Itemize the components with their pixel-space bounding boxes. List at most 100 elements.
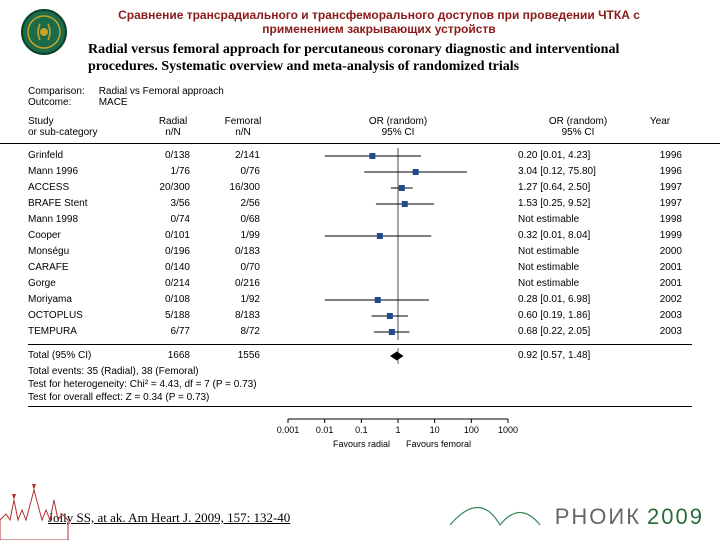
or-text: 0.68 [0.22, 2.05] xyxy=(518,326,638,337)
femoral-value: 0/183 xyxy=(208,246,278,257)
femoral-value: 8/72 xyxy=(208,326,278,337)
femoral-value: 0/76 xyxy=(208,166,278,177)
total-row: Total (95% CI) 1668 1556 0.92 [0.57, 1.4… xyxy=(0,347,720,365)
total-diamond xyxy=(278,348,518,364)
year-value: 1998 xyxy=(638,214,682,225)
forest-marker xyxy=(278,212,518,228)
total-events: Total events: 35 (Radial), 38 (Femoral) xyxy=(28,365,692,378)
or-text: Not estimable xyxy=(518,278,638,289)
col-radial: Radialn/N xyxy=(138,116,208,139)
study-name: BRAFE Stent xyxy=(28,198,138,209)
year-value: 1996 xyxy=(638,150,682,161)
outcome-value: MACE xyxy=(99,97,224,108)
radial-value: 0/140 xyxy=(138,262,208,273)
svg-text:1: 1 xyxy=(395,425,400,435)
total-label: Total (95% CI) xyxy=(28,350,138,361)
year-value: 1999 xyxy=(638,230,682,241)
study-name: Mann 1998 xyxy=(28,214,138,225)
study-name: Moriyama xyxy=(28,294,138,305)
femoral-value: 0/70 xyxy=(208,262,278,273)
col-or-plot: OR (random)95% CI xyxy=(278,116,518,139)
radial-value: 3/56 xyxy=(138,198,208,209)
year-value: 2003 xyxy=(638,310,682,321)
comparison-meta: Comparison: Outcome: Radial vs Femoral a… xyxy=(0,80,720,110)
comparison-label: Comparison: xyxy=(28,86,85,97)
or-text: 0.28 [0.01, 6.98] xyxy=(518,294,638,305)
total-or-text: 0.92 [0.57, 1.48] xyxy=(518,350,638,361)
year-value: 1997 xyxy=(638,182,682,193)
or-text: 1.27 [0.64, 2.50] xyxy=(518,182,638,193)
or-text: 0.60 [0.19, 1.86] xyxy=(518,310,638,321)
or-text: 0.32 [0.01, 8.04] xyxy=(518,230,638,241)
study-name: Mann 1996 xyxy=(28,166,138,177)
comparison-value: Radial vs Femoral approach xyxy=(99,86,224,97)
table-row: BRAFE Stent3/562/561.53 [0.25, 9.52]1997 xyxy=(28,196,692,212)
study-name: Grinfeld xyxy=(28,150,138,161)
forest-axis: 0.0010.010.11101001000Favours radialFavo… xyxy=(0,413,720,458)
footer-branding: РНОИК 2009 xyxy=(555,504,704,530)
overall-effect-test: Test for overall effect: Z = 0.34 (P = 0… xyxy=(28,391,692,404)
forest-rows: Grinfeld0/1382/141 0.20 [0.01, 4.23]1996 M… xyxy=(0,144,720,340)
outcome-label: Outcome: xyxy=(28,97,85,108)
table-row: Gorge0/2140/216 Not estimable2001 xyxy=(28,276,692,292)
radial-value: 0/214 xyxy=(138,278,208,289)
radial-value: 5/188 xyxy=(138,310,208,321)
or-text: 0.20 [0.01, 4.23] xyxy=(518,150,638,161)
forest-marker xyxy=(278,228,518,244)
femoral-value: 0/216 xyxy=(208,278,278,289)
study-name: Gorge xyxy=(28,278,138,289)
year-value: 2003 xyxy=(638,326,682,337)
year-value: 2001 xyxy=(638,262,682,273)
header: Сравнение трансрадиального и трансфемора… xyxy=(0,0,720,80)
table-row: ACCESS20/30016/3001.27 [0.64, 2.50]1997 xyxy=(28,180,692,196)
table-row: CARAFE0/1400/70Not estimable2001 xyxy=(28,260,692,276)
study-name: Cooper xyxy=(28,230,138,241)
table-row: Moriyama0/1081/920.28 [0.01, 6.98]2002 xyxy=(28,292,692,308)
forest-marker xyxy=(278,276,518,292)
svg-text:Favours radial: Favours radial xyxy=(333,439,390,449)
forest-marker xyxy=(278,260,518,276)
heterogeneity-test: Test for heterogeneity: Chi² = 4.43, df … xyxy=(28,378,692,391)
radial-value: 20/300 xyxy=(138,182,208,193)
femoral-value: 8/183 xyxy=(208,310,278,321)
year-value: 2002 xyxy=(638,294,682,305)
citation: Jolly SS, at ak. Am Heart J. 2009, 157: … xyxy=(48,510,290,526)
femoral-value: 2/141 xyxy=(208,150,278,161)
svg-text:Favours femoral: Favours femoral xyxy=(406,439,471,449)
footer-stats: Total events: 35 (Radial), 38 (Femoral) … xyxy=(0,365,720,404)
radial-value: 0/138 xyxy=(138,150,208,161)
col-study: Studyor sub-category xyxy=(28,116,138,139)
year-value: 2001 xyxy=(638,278,682,289)
forest-marker xyxy=(278,196,518,212)
study-name: TEMPURA xyxy=(28,326,138,337)
or-text: 3.04 [0.12, 75.80] xyxy=(518,166,638,177)
footer-year: 2009 xyxy=(647,504,704,530)
table-row: OCTOPLUS5/1888/183 0.60 [0.19, 1.86]2003 xyxy=(28,308,692,324)
forest-marker xyxy=(278,164,518,180)
svg-text:1000: 1000 xyxy=(498,425,518,435)
forest-marker xyxy=(278,308,518,324)
col-femoral: Femoraln/N xyxy=(208,116,278,139)
table-row: Mann 19961/760/763.04 [0.12, 75.80]1996 xyxy=(28,164,692,180)
footer-org: РНОИК xyxy=(555,504,641,530)
forest-marker xyxy=(278,148,518,164)
svg-text:100: 100 xyxy=(464,425,479,435)
year-value: 1997 xyxy=(638,198,682,209)
femoral-value: 16/300 xyxy=(208,182,278,193)
svg-text:0.001: 0.001 xyxy=(277,425,300,435)
total-radial: 1668 xyxy=(138,350,208,361)
forest-marker xyxy=(278,244,518,260)
forest-marker xyxy=(278,180,518,196)
title-russian: Сравнение трансрадиального и трансфемора… xyxy=(78,8,680,37)
year-value: 1996 xyxy=(638,166,682,177)
study-name: OCTOPLUS xyxy=(28,310,138,321)
table-header: Studyor sub-category Radialn/N Femoraln/… xyxy=(0,110,720,144)
total-femoral: 1556 xyxy=(208,350,278,361)
svg-text:0.1: 0.1 xyxy=(355,425,368,435)
or-text: Not estimable xyxy=(518,246,638,257)
table-row: TEMPURA6/778/72 0.68 [0.22, 2.05]2003 xyxy=(28,324,692,340)
forest-marker xyxy=(278,324,518,340)
study-name: CARAFE xyxy=(28,262,138,273)
svg-text:0.01: 0.01 xyxy=(316,425,334,435)
radial-value: 6/77 xyxy=(138,326,208,337)
